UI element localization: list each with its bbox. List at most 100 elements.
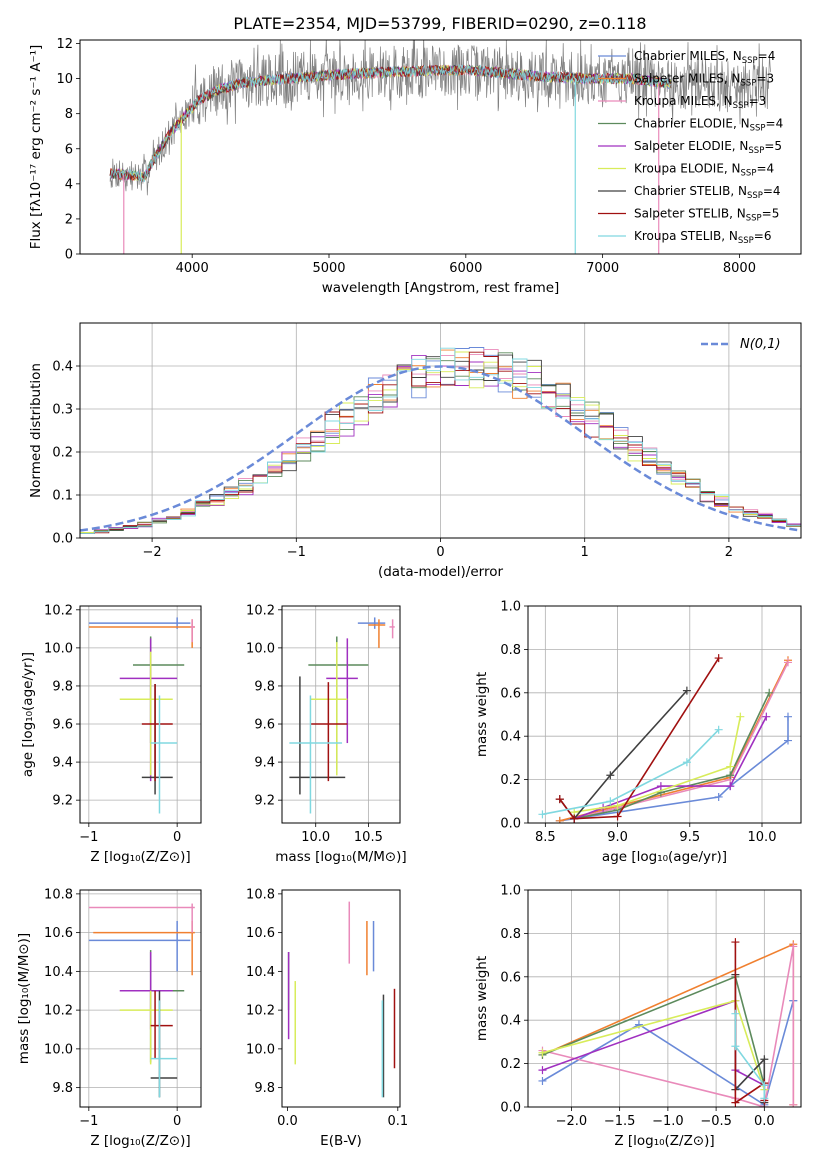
x-tick-label: 10.5 <box>354 830 383 845</box>
x-tick-label: −1 <box>79 830 98 845</box>
mass-weight-series <box>574 692 770 820</box>
data-point-marker <box>538 1048 547 1057</box>
legend-label: Salpeter STELIB, NSSP=5 <box>634 207 779 224</box>
x-axis-label: age [log₁₀(age/yr)] <box>602 849 727 865</box>
legend-text: Salpeter ELODIE, N <box>634 139 748 153</box>
y-tick-label: 10.2 <box>246 1004 275 1019</box>
legend-value: =4 <box>763 184 781 198</box>
legend-text: Chabrier MILES, N <box>634 49 742 63</box>
y-tick-label: 9.2 <box>254 794 275 809</box>
age_vs_mass-frame <box>281 605 401 824</box>
y-tick-label: 0.2 <box>500 773 521 788</box>
x-tick-label: 0 <box>436 545 444 560</box>
legend-value: =4 <box>766 117 784 131</box>
data-point-marker <box>784 712 792 721</box>
spectrum-plot <box>109 40 771 254</box>
x-tick-label: −1 <box>79 1114 98 1129</box>
y-tick-label: 10.0 <box>246 641 275 656</box>
legend-subscript: SSP <box>733 101 749 111</box>
x-tick-label: 0 <box>173 1114 181 1129</box>
residual-histogram <box>80 347 801 534</box>
mass_vs_Z-axes: −1 0 9.8 10.0 10.2 10.4 10.6 10.8 Z [log₁₀(Z/Z⊙)… <box>16 887 202 1149</box>
x-axis-label: E(B-V) <box>320 1133 362 1149</box>
x-tick-label: −1.0 <box>652 1114 684 1129</box>
y-tick-label: 0 <box>65 248 73 263</box>
legend-label: Kroupa STELIB, NSSP=6 <box>634 229 772 246</box>
legend-text: Kroupa MILES, N <box>634 94 733 108</box>
y-tick-label: 0.1 <box>52 489 73 504</box>
y-tick-label: 0.4 <box>500 1014 521 1029</box>
legend-value: =4 <box>758 49 776 63</box>
y-tick-label: 0.0 <box>500 817 521 832</box>
y-tick-label: 10.4 <box>246 965 275 980</box>
x-tick-label: 2 <box>725 545 733 560</box>
legend-subscript: SSP <box>750 124 766 134</box>
y-tick-label: 0.6 <box>500 686 521 701</box>
x-tick-label: 1 <box>581 545 589 560</box>
data-point-marker <box>760 1055 769 1064</box>
legend-text: Salpeter MILES, N <box>634 72 741 86</box>
age_vs_Z-grid <box>80 606 201 823</box>
age_vs_Z-frame <box>79 605 202 824</box>
x-tick-label: 10.0 <box>748 830 777 845</box>
legend-value: =5 <box>762 207 780 221</box>
y-tick-label: 9.6 <box>52 718 73 733</box>
y-tick-label: 9.6 <box>254 718 275 733</box>
y-tick-label: 10.0 <box>44 641 73 656</box>
data-point-marker <box>726 771 735 780</box>
mass-weight-series <box>574 716 742 813</box>
x-axis-label: Z [log₁₀(Z/Z⊙)] <box>90 1133 190 1149</box>
data-point-marker <box>731 1098 740 1107</box>
mass_weight_vs_age-axes: 8.5 9.0 9.5 10.0 0.0 0.2 0.4 0.6 0.8 1.0 age [log₁… <box>474 600 802 865</box>
legend-subscript: SSP <box>746 214 762 224</box>
spectrum-frame <box>79 39 802 255</box>
mass_weight_vs_Z-frame <box>527 889 802 1108</box>
y-tick-label: 9.8 <box>254 679 275 694</box>
y-tick-label: 9.4 <box>254 756 275 771</box>
mass-weight-series <box>574 662 789 820</box>
mass_weight_vs_Z-plot <box>538 938 798 1107</box>
mass_weight_vs_Z-axes: −2.0 −1.5 −1.0 −0.5 0.0 0.0 0.2 0.4 0.6 0.8 1.0 Z [… <box>474 884 802 1149</box>
y-tick-label: 0.4 <box>500 730 521 745</box>
data-point-marker <box>760 1081 769 1090</box>
legend-label: Chabrier STELIB, NSSP=4 <box>634 184 781 201</box>
legend-value: =3 <box>756 72 774 86</box>
age_vs_Z-axes: −1 0 9.2 9.4 9.6 9.8 10.0 10.2 Z [log₁₀(Z/Z⊙)] ag… <box>20 603 202 865</box>
data-point-marker <box>682 686 691 695</box>
y-tick-label: 9.2 <box>52 794 73 809</box>
data-point-marker <box>613 812 622 821</box>
y-tick-label: 9.8 <box>52 679 73 694</box>
mass_weight_vs_age-plot <box>538 654 792 823</box>
y-axis-label: Flux [fλ10⁻¹⁷ erg cm⁻² s⁻¹ A⁻¹] <box>28 45 44 250</box>
legend-subscript: SSP <box>738 236 754 246</box>
data-point-marker <box>714 654 723 663</box>
y-tick-label: 0.2 <box>500 1057 521 1072</box>
gaussian-reference-curve <box>80 365 801 532</box>
data-point-marker <box>789 1100 798 1107</box>
data-point-marker <box>606 771 615 780</box>
y-tick-label: 10 <box>56 72 73 87</box>
y-tick-label: 6 <box>65 142 73 157</box>
y-tick-label: 10.8 <box>246 887 275 902</box>
y-tick-label: 10.6 <box>44 926 73 941</box>
data-point-marker <box>760 1094 769 1103</box>
legend-subscript: SSP <box>748 146 764 156</box>
y-tick-label: 0.8 <box>500 927 521 942</box>
data-point-marker <box>538 1066 547 1075</box>
y-tick-label: 0.3 <box>52 403 73 418</box>
legend-label: Salpeter MILES, NSSP=3 <box>634 72 774 89</box>
data-point-marker <box>762 712 771 721</box>
y-tick-label: 1.0 <box>500 884 521 899</box>
x-tick-label: 9.0 <box>607 830 628 845</box>
x-tick-label: 7000 <box>586 261 619 276</box>
legend-label: Salpeter ELODIE, NSSP=5 <box>634 139 782 156</box>
legend-value: =5 <box>764 139 782 153</box>
x-tick-label: 0 <box>173 830 181 845</box>
mass-weight-series <box>542 729 720 816</box>
data-point-marker <box>570 814 579 823</box>
data-point-marker <box>765 688 774 697</box>
data-point-marker <box>731 1042 740 1051</box>
x-tick-label: −1.5 <box>604 1114 636 1129</box>
y-tick-label: 9.4 <box>52 756 73 771</box>
